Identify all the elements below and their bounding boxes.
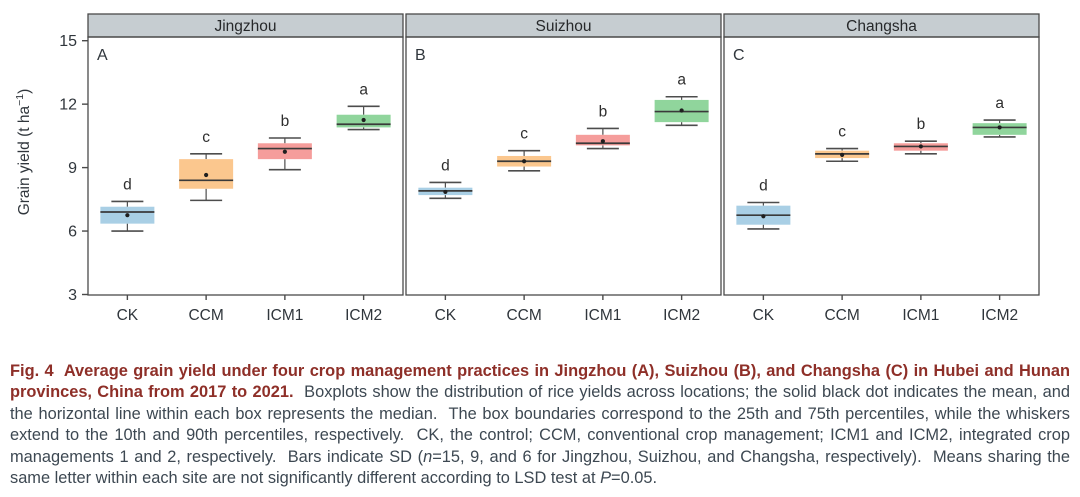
- caption-segment-3: =15, 9, and 6 for Jingzhou, Suizhou, and…: [10, 447, 1070, 488]
- mean-dot: [282, 149, 287, 154]
- sig-letter-C-ICM1: b: [917, 116, 926, 133]
- panel-letter-C: C: [733, 47, 745, 64]
- mean-dot: [600, 139, 605, 144]
- panel-frame-A: [87, 36, 404, 296]
- x-tick-label: CK: [753, 307, 775, 324]
- mean-dot: [997, 125, 1002, 130]
- x-tick-label: ICM2: [981, 307, 1018, 324]
- y-axis-title: Grain yield (t ha−1): [14, 89, 33, 216]
- sig-letter-B-CK: d: [441, 157, 450, 174]
- caption-segment-2: n: [423, 447, 433, 466]
- mean-dot: [125, 213, 130, 218]
- caption-segment-4: P: [600, 469, 612, 488]
- sig-letter-B-ICM2: a: [677, 72, 686, 89]
- sig-letter-A-CK: d: [123, 176, 132, 193]
- mean-dot: [361, 117, 366, 123]
- mean-dot: [443, 189, 448, 195]
- x-tick-label: ICM1: [902, 307, 939, 324]
- y-tick-label: 9: [68, 160, 77, 177]
- mean-dot: [522, 159, 527, 164]
- x-tick-label: CCM: [188, 307, 223, 324]
- panel-frame-B: [405, 36, 722, 296]
- y-tick-label: 12: [59, 97, 77, 114]
- facet-title: Jingzhou: [214, 18, 276, 35]
- x-tick-label: CK: [117, 307, 139, 324]
- x-tick-label: ICM1: [584, 307, 621, 324]
- sig-letter-B-ICM1: b: [599, 103, 608, 120]
- facet-title: Suizhou: [535, 18, 591, 35]
- caption-segment-0: Fig. 4 Average grain yield under four cr…: [10, 362, 1070, 402]
- mean-dot: [918, 144, 923, 149]
- x-tick-label: ICM2: [663, 307, 700, 324]
- sig-letter-B-CCM: c: [520, 126, 528, 143]
- x-tick-label: ICM1: [266, 307, 303, 324]
- sig-letter-A-CCM: c: [202, 129, 210, 146]
- panel-letter-A: A: [97, 47, 108, 64]
- figure-caption: Fig. 4 Average grain yield under four cr…: [10, 361, 1070, 489]
- mean-dot: [840, 152, 845, 158]
- sig-letter-A-ICM1: b: [281, 113, 290, 130]
- panel-frame-C: [723, 36, 1040, 296]
- sig-letter-A-ICM2: a: [359, 81, 368, 98]
- sig-letter-C-CCM: c: [838, 124, 846, 141]
- mean-dot: [204, 172, 209, 178]
- x-tick-label: ICM2: [345, 307, 382, 324]
- sig-letter-C-CK: d: [759, 177, 768, 194]
- facet-title: Changsha: [846, 18, 917, 35]
- x-tick-label: CCM: [506, 307, 541, 324]
- caption-segment-1: Boxplots show the distribution of rice y…: [10, 383, 1070, 466]
- x-tick-label: CCM: [824, 307, 859, 324]
- y-tick-label: 3: [68, 287, 77, 304]
- x-tick-label: CK: [435, 307, 457, 324]
- boxplot-figure: 3 6 9 12 15 Grain yield (t ha−1) Jingzhou Ad CK c…: [14, 13, 1040, 324]
- caption-segment-5: =0.05.: [611, 469, 658, 488]
- sig-letter-C-ICM2: a: [995, 95, 1004, 112]
- y-tick-label: 15: [59, 33, 77, 50]
- mean-dot: [679, 108, 684, 113]
- y-tick-label: 6: [68, 224, 77, 241]
- panel-letter-B: B: [415, 47, 426, 64]
- mean-dot: [761, 214, 766, 219]
